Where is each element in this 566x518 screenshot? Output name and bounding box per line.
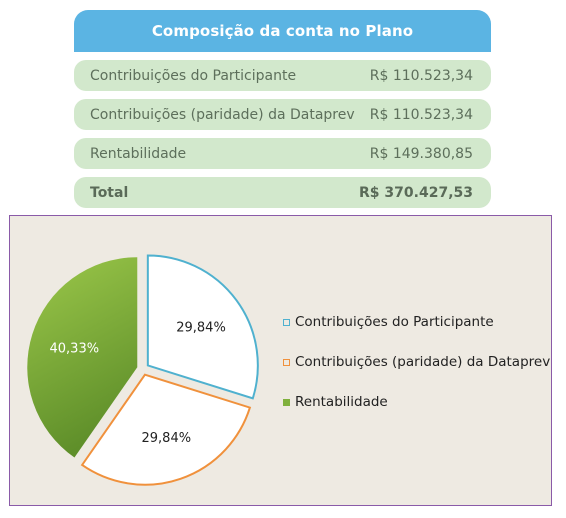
pie-chart: 29,84% 29,84% 40,33%	[27, 254, 259, 486]
row-value: R$ 110.523,34	[369, 67, 473, 84]
legend-item: Contribuições (paridade) da Dataprev	[283, 352, 550, 372]
legend-label: Contribuições (paridade) da Dataprev	[295, 354, 551, 370]
account-composition-table: Composição da conta no Plano Contribuiçõ…	[74, 10, 491, 208]
chart-legend: Contribuições do Participante Contribuiç…	[283, 312, 550, 432]
legend-item: Rentabilidade	[283, 392, 550, 412]
legend-swatch-participante	[283, 318, 290, 326]
row-value: R$ 110.523,34	[369, 106, 473, 123]
pie-chart-panel: 29,84% 29,84% 40,33% Contribuições do Part…	[9, 215, 552, 506]
table-row: Contribuições do Participante R$ 110.523…	[74, 60, 491, 91]
row-label: Contribuições do Participante	[90, 67, 297, 84]
total-value: R$ 370.427,53	[359, 184, 473, 201]
data-label-participante: 29,84%	[176, 320, 226, 335]
pie-slice-rentabilidade	[27, 257, 138, 458]
data-label-rentabilidade: 40,33%	[50, 341, 100, 356]
legend-label: Rentabilidade	[295, 394, 388, 410]
pie-slice-dataprev	[80, 373, 252, 486]
legend-swatch-rentabilidade	[283, 398, 290, 406]
legend-swatch-dataprev	[283, 358, 290, 366]
row-label: Contribuições (paridade) da Dataprev	[90, 106, 355, 123]
table-row: Contribuições (paridade) da Dataprev R$ …	[74, 99, 491, 130]
pie-slice-participante	[146, 254, 259, 400]
table-title: Composição da conta no Plano	[74, 10, 491, 52]
legend-label: Contribuições do Participante	[295, 314, 494, 330]
table-row: Rentabilidade R$ 149.380,85	[74, 138, 491, 169]
total-row: Total R$ 370.427,53	[74, 177, 491, 208]
data-label-dataprev: 29,84%	[142, 431, 192, 446]
total-label: Total	[90, 184, 129, 201]
row-label: Rentabilidade	[90, 145, 187, 162]
legend-item: Contribuições do Participante	[283, 312, 550, 332]
row-value: R$ 149.380,85	[369, 145, 473, 162]
